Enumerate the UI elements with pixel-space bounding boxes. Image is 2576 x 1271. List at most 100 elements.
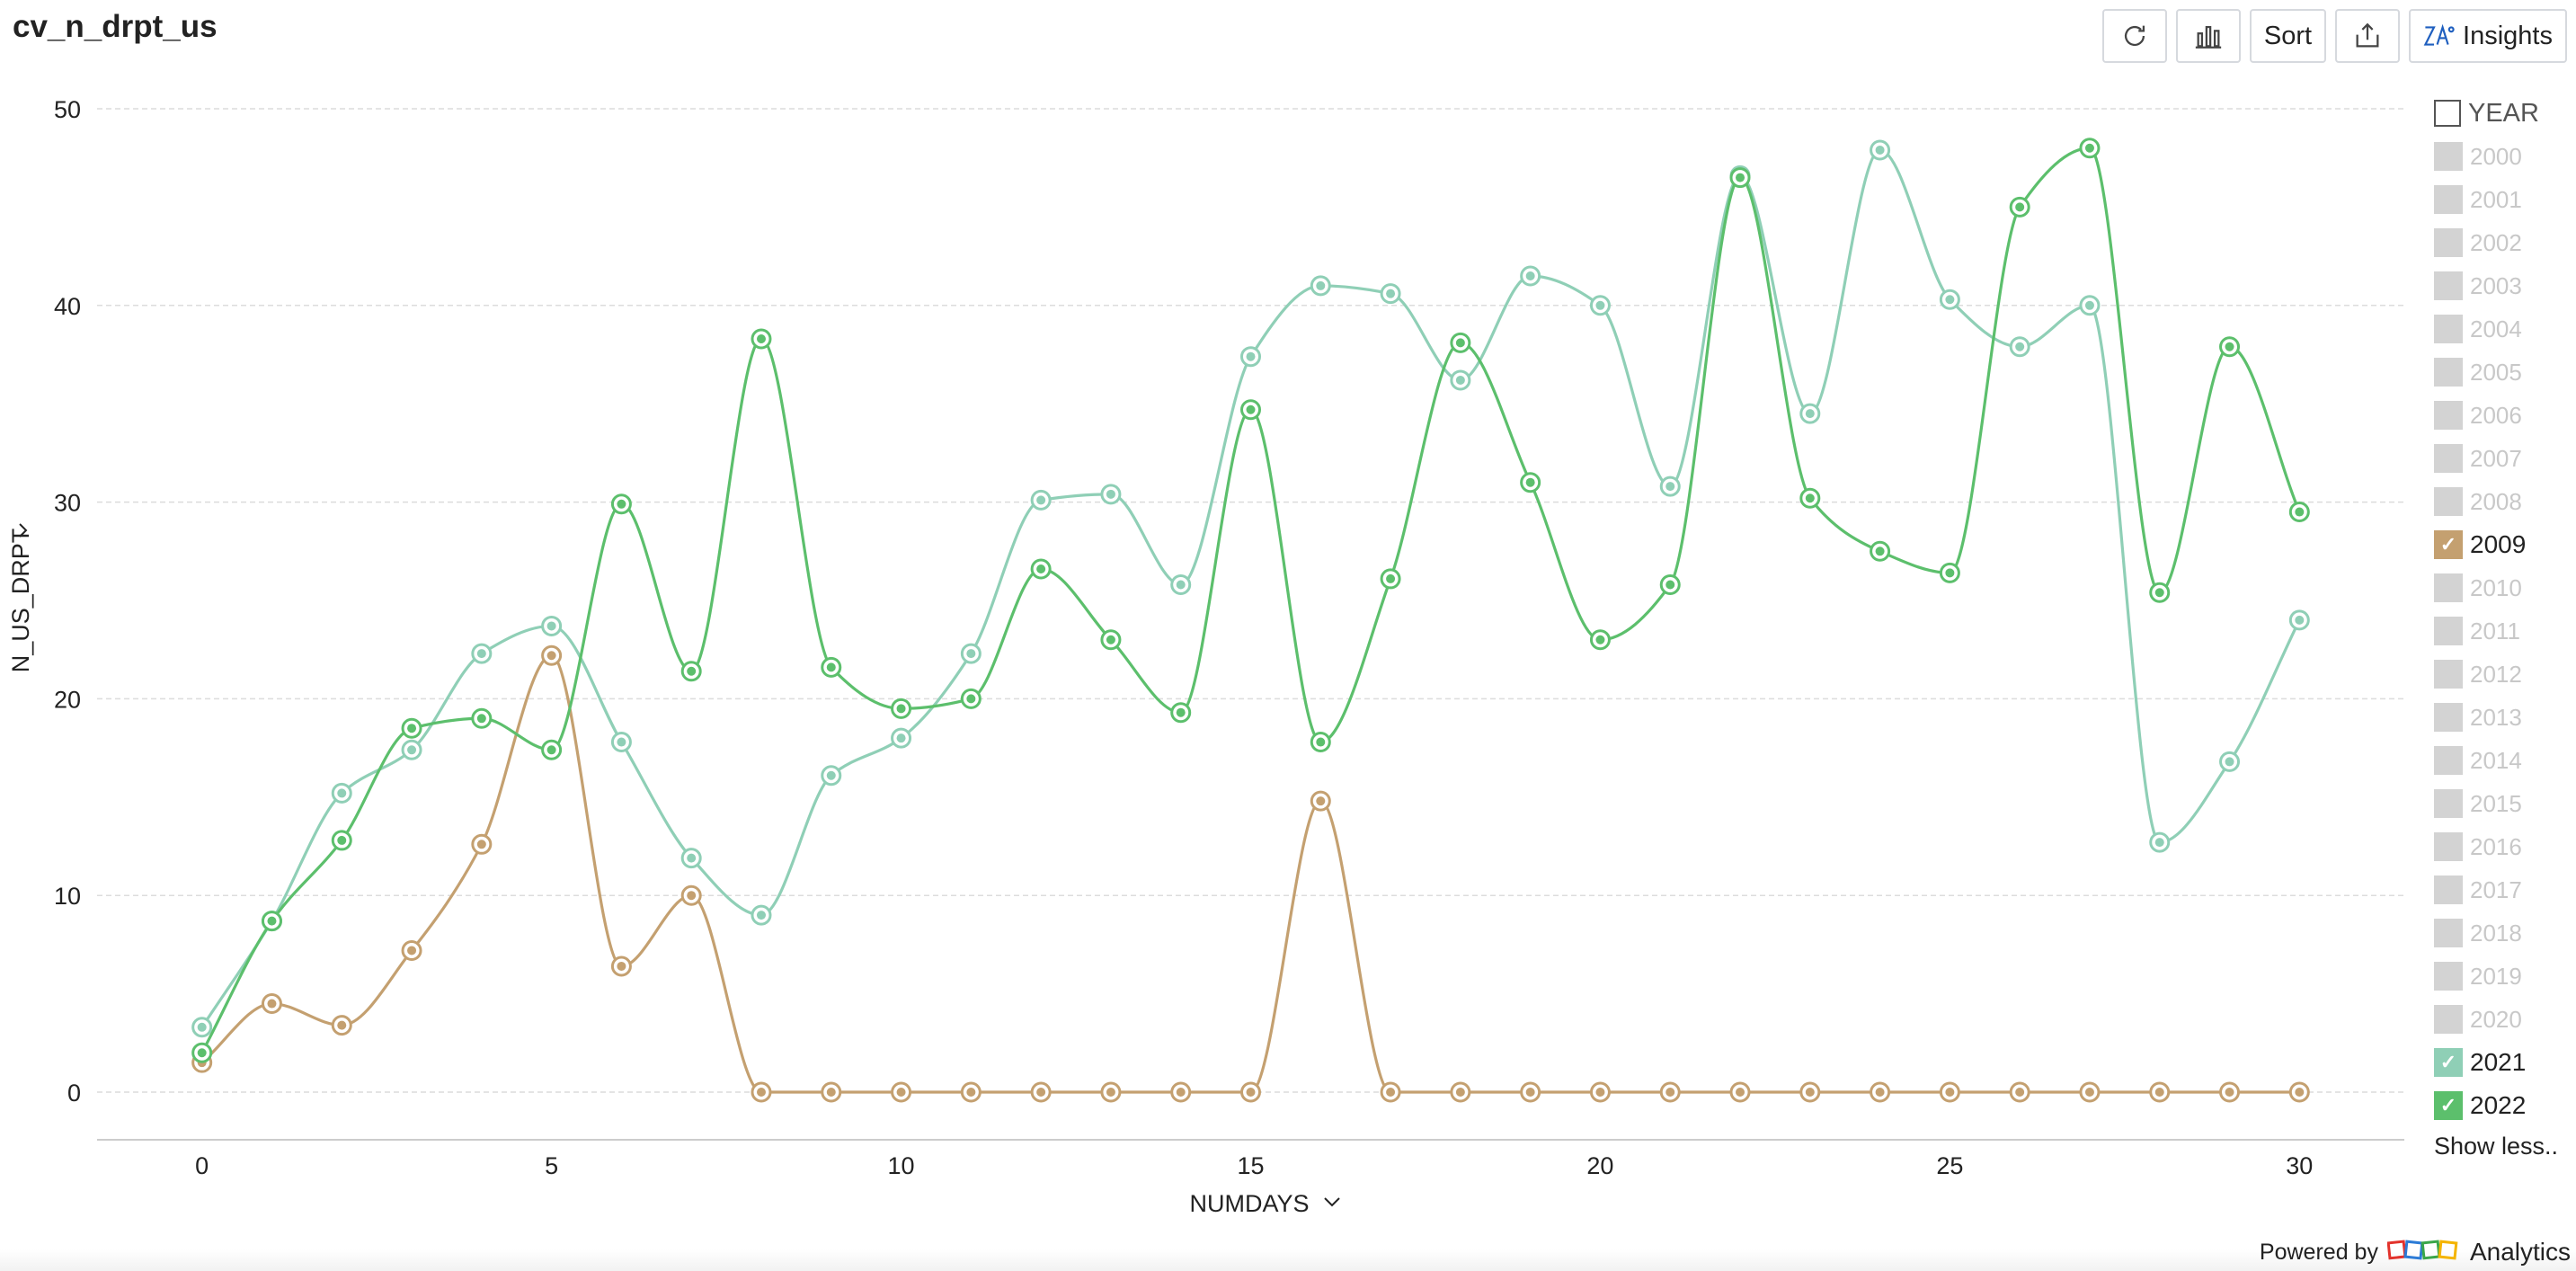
legend-item-2013[interactable]: 2013 <box>2434 696 2569 739</box>
legend-checkbox[interactable] <box>2434 746 2463 775</box>
data-point-dot-2022 <box>1875 547 1885 556</box>
legend-item-2008[interactable]: 2008 <box>2434 480 2569 523</box>
data-point-dot-2022 <box>1106 635 1115 644</box>
data-point-dot-2022 <box>2295 507 2305 517</box>
export-button[interactable] <box>2335 9 2401 63</box>
legend-checkbox[interactable] <box>2434 962 2463 991</box>
legend-item-2006[interactable]: 2006 <box>2434 394 2569 437</box>
legend-item-label: 2014 <box>2470 746 2522 774</box>
insights-label: Insights <box>2463 21 2553 50</box>
y-axis-dropdown-icon[interactable] <box>19 523 28 538</box>
series-line-2009[interactable] <box>200 653 2300 1094</box>
show-less-link[interactable]: Show less.. <box>2434 1133 2559 1160</box>
data-point-dot-2022 <box>1386 573 1396 583</box>
y-tick-label: 0 <box>67 1080 81 1107</box>
legend-checkbox[interactable] <box>2434 487 2463 516</box>
x-tick-label: 0 <box>195 1152 209 1179</box>
legend-item-label: 2009 <box>2470 530 2527 558</box>
insights-button[interactable]: Insights <box>2409 9 2567 63</box>
legend-checkbox[interactable] <box>2434 185 2463 214</box>
legend-checkbox[interactable] <box>2434 703 2463 732</box>
legend-item-2001[interactable]: 2001 <box>2434 178 2569 221</box>
y-axis-title[interactable]: N_US_DRPT <box>7 529 34 673</box>
legend-checkbox-checked[interactable]: ✓ <box>2434 1048 2463 1077</box>
data-point-dot-2009 <box>1595 1088 1605 1097</box>
legend-select-all-checkbox[interactable] <box>2434 100 2461 127</box>
data-point-dot-2021 <box>337 788 347 798</box>
legend-checkbox-checked[interactable]: ✓ <box>2434 530 2463 559</box>
legend-item-2017[interactable]: 2017 <box>2434 868 2569 911</box>
chart-type-button[interactable] <box>2175 9 2241 63</box>
x-tick-label: 20 <box>1586 1152 1613 1179</box>
legend-item-2020[interactable]: 2020 <box>2434 998 2569 1041</box>
data-point-dot-2022 <box>617 499 626 509</box>
data-point-dot-2009 <box>1666 1088 1675 1097</box>
legend-item-2004[interactable]: 2004 <box>2434 307 2569 351</box>
data-point-dot-2022 <box>1316 737 1326 747</box>
legend-checkbox[interactable] <box>2434 401 2463 430</box>
legend-checkbox[interactable] <box>2434 919 2463 947</box>
data-point-dot-2021 <box>197 1022 207 1032</box>
legend-item-2000[interactable]: 2000 <box>2434 135 2569 178</box>
legend-checkbox[interactable] <box>2434 875 2463 904</box>
legend-checkbox[interactable] <box>2434 832 2463 861</box>
legend-item-2019[interactable]: 2019 <box>2434 955 2569 998</box>
legend-item-label: 2021 <box>2470 1048 2527 1076</box>
legend-item-label: 2001 <box>2470 185 2522 213</box>
legend-checkbox[interactable] <box>2434 660 2463 689</box>
data-point-dot-2022 <box>1036 564 1046 573</box>
legend-item-2022[interactable]: ✓ 2022 <box>2434 1084 2569 1127</box>
data-point-dot-2022 <box>1945 568 1955 578</box>
legend-checkbox[interactable] <box>2434 1005 2463 1034</box>
legend-item-2014[interactable]: 2014 <box>2434 739 2569 782</box>
data-point-dot-2022 <box>267 916 277 926</box>
x-axis-title[interactable]: NUMDAYS <box>1189 1190 1309 1217</box>
legend-item-2018[interactable]: 2018 <box>2434 911 2569 955</box>
legend-checkbox-checked[interactable]: ✓ <box>2434 1091 2463 1120</box>
data-point-dot-2009 <box>1805 1088 1815 1097</box>
legend-item-2009[interactable]: ✓ 2009 <box>2434 523 2569 566</box>
legend-item-2007[interactable]: 2007 <box>2434 437 2569 480</box>
legend-item-2003[interactable]: 2003 <box>2434 264 2569 307</box>
data-point-dot-2009 <box>1036 1088 1046 1097</box>
data-point-dot-2009 <box>2225 1088 2234 1097</box>
data-point-dot-2009 <box>476 840 486 849</box>
data-point-dot-2009 <box>1945 1088 1955 1097</box>
x-tick-label: 25 <box>1936 1152 1963 1179</box>
refresh-button[interactable] <box>2101 9 2167 63</box>
data-point-dot-2022 <box>1525 477 1535 487</box>
legend-item-2021[interactable]: ✓ 2021 <box>2434 1041 2569 1084</box>
data-point-dot-2009 <box>546 651 556 661</box>
data-point-dot-2021 <box>826 770 836 780</box>
legend-item-2005[interactable]: 2005 <box>2434 351 2569 394</box>
series-line-2021[interactable] <box>200 148 2301 1028</box>
legend-item-2002[interactable]: 2002 <box>2434 221 2569 264</box>
data-point-dot-2009 <box>1176 1088 1186 1097</box>
legend-checkbox[interactable] <box>2434 271 2463 300</box>
legend-item-label: 2019 <box>2470 962 2522 990</box>
legend-checkbox[interactable] <box>2434 358 2463 387</box>
legend-header[interactable]: YEAR <box>2434 92 2569 135</box>
legend-checkbox[interactable] <box>2434 444 2463 473</box>
sort-button[interactable]: Sort <box>2249 9 2327 63</box>
legend-checkbox[interactable] <box>2434 315 2463 343</box>
legend-checkbox[interactable] <box>2434 228 2463 257</box>
data-point-dot-2021 <box>756 911 766 920</box>
legend-item-2016[interactable]: 2016 <box>2434 825 2569 868</box>
data-point-dot-2022 <box>1455 338 1465 348</box>
legend-item-2015[interactable]: 2015 <box>2434 782 2569 825</box>
legend-item-2010[interactable]: 2010 <box>2434 566 2569 609</box>
legend-checkbox[interactable] <box>2434 789 2463 818</box>
legend-checkbox[interactable] <box>2434 142 2463 171</box>
data-point-dot-2021 <box>2015 342 2025 351</box>
logo-square <box>2421 1240 2441 1260</box>
data-point-dot-2021 <box>1875 145 1885 155</box>
data-point-dot-2022 <box>966 694 976 704</box>
legend-item-2011[interactable]: 2011 <box>2434 609 2569 653</box>
legend-checkbox[interactable] <box>2434 617 2463 645</box>
x-axis-dropdown-icon[interactable] <box>1324 1197 1340 1207</box>
legend-item-2012[interactable]: 2012 <box>2434 653 2569 696</box>
legend-checkbox[interactable] <box>2434 573 2463 602</box>
x-tick-label: 5 <box>545 1152 558 1179</box>
series-line-2022[interactable] <box>200 147 2301 1053</box>
